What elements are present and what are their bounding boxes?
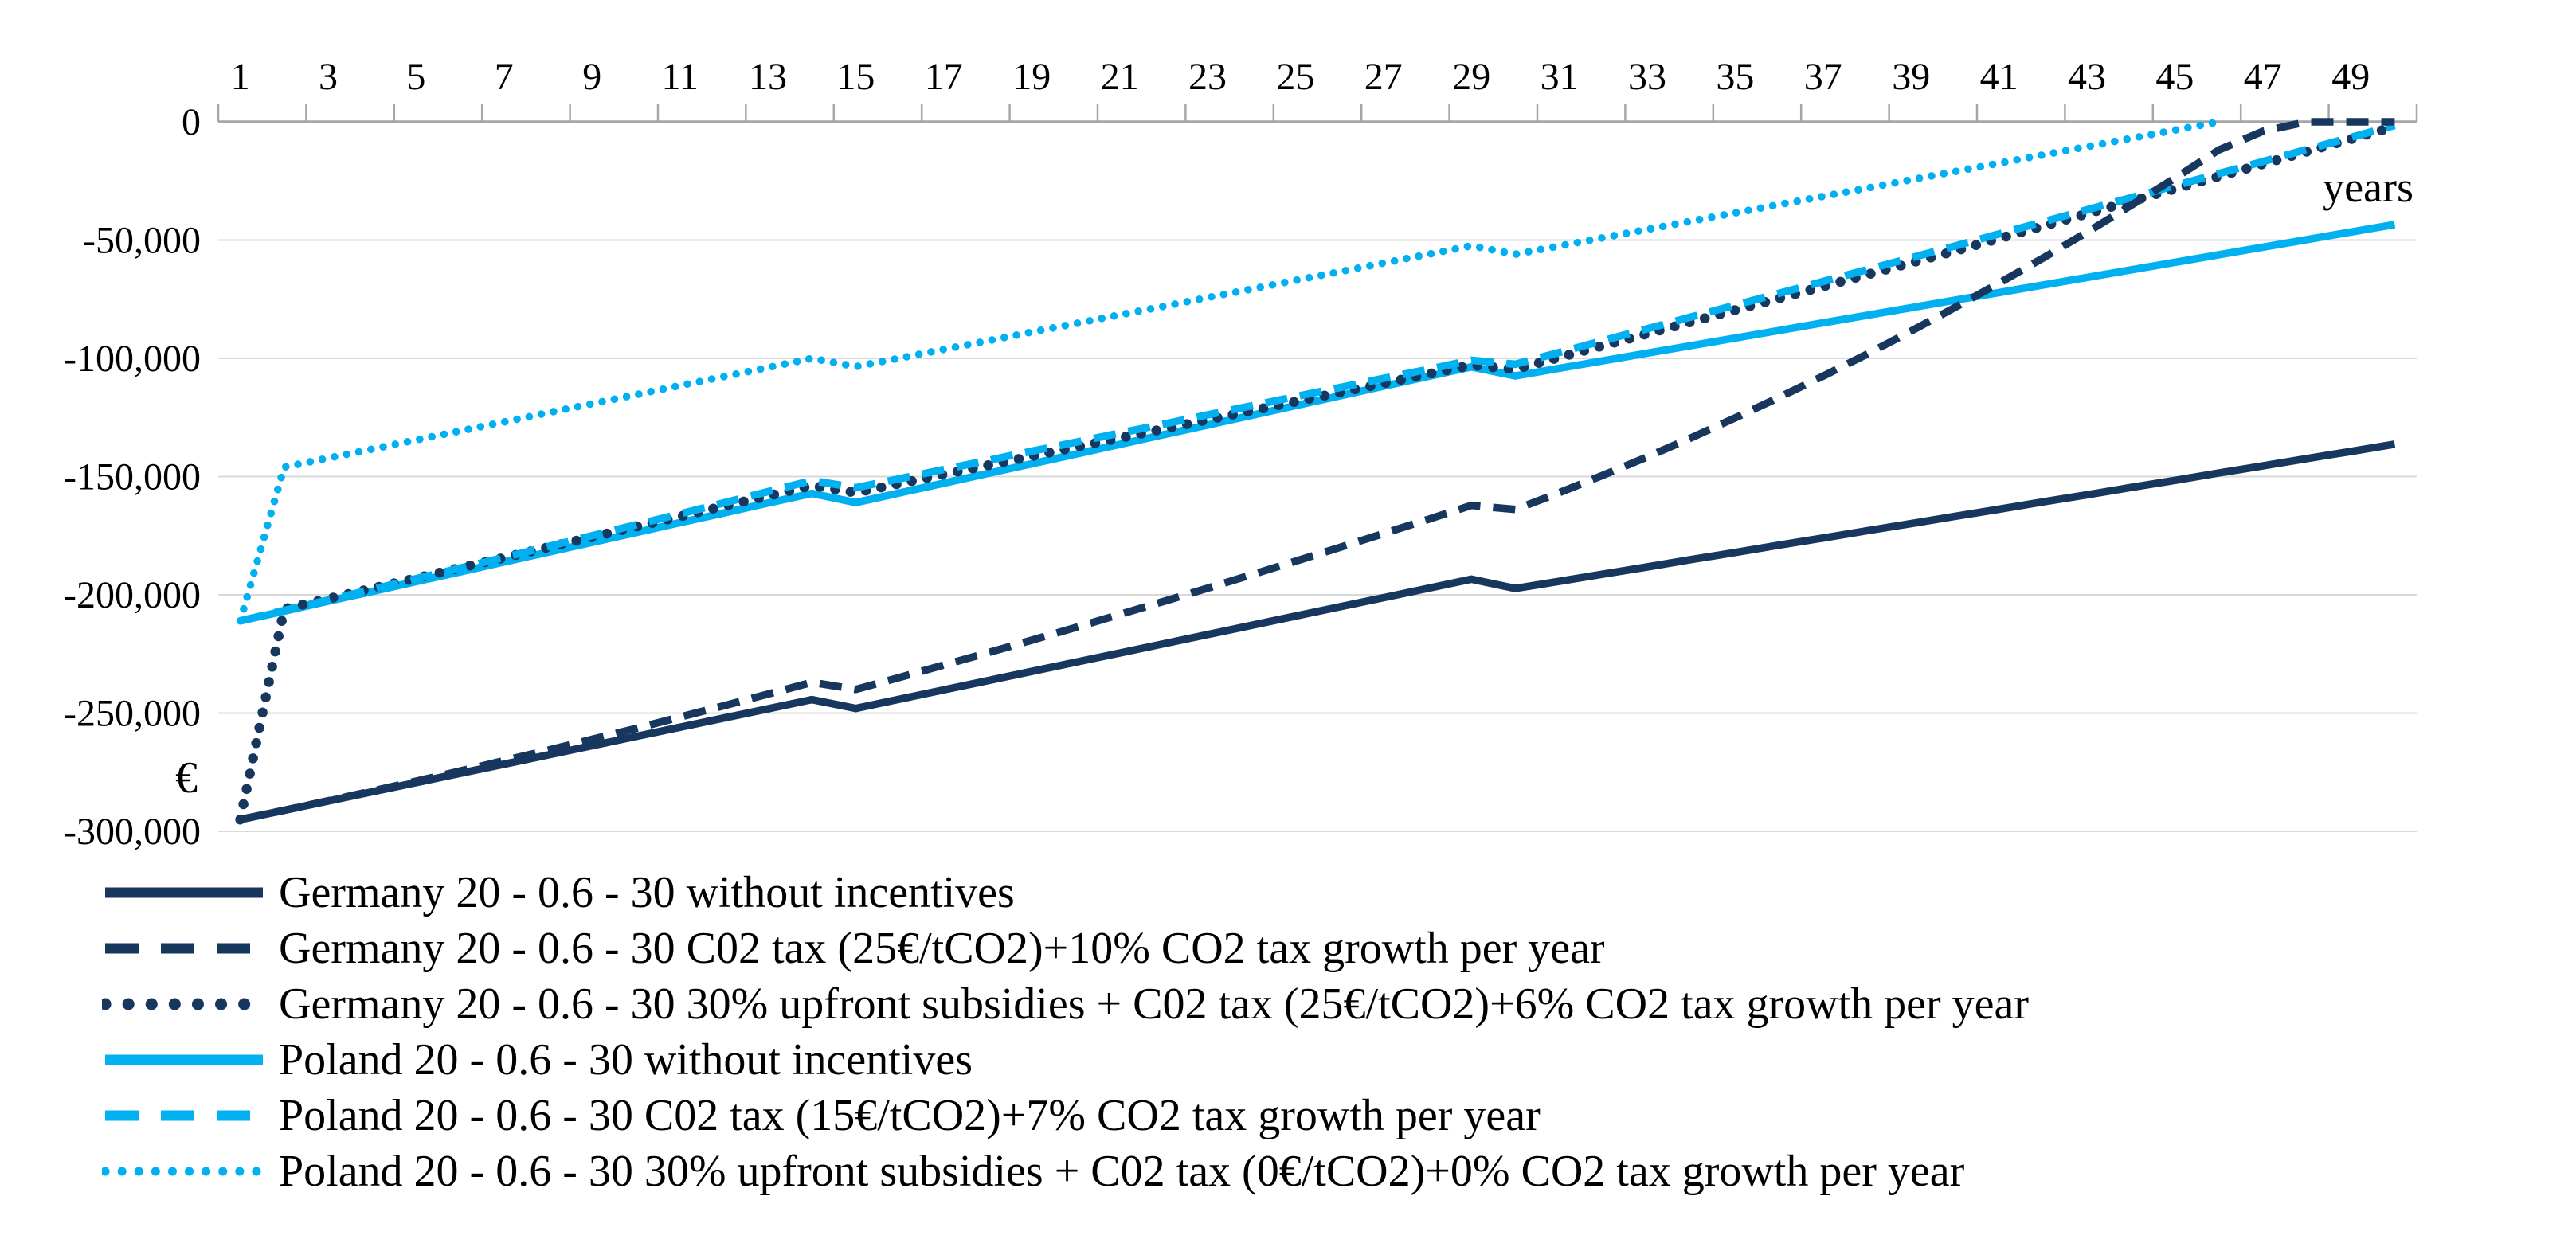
svg-text:49: 49 bbox=[2331, 56, 2370, 98]
svg-text:29: 29 bbox=[1452, 56, 1490, 98]
svg-text:1: 1 bbox=[231, 56, 250, 98]
svg-text:23: 23 bbox=[1188, 56, 1227, 98]
gridlines bbox=[218, 239, 2417, 832]
legend-item-poland-no-incentives: Poland 20 - 0.6 - 30 without incentives bbox=[102, 1032, 2029, 1088]
svg-text:13: 13 bbox=[749, 56, 787, 98]
svg-text:21: 21 bbox=[1101, 56, 1139, 98]
series-line-4 bbox=[239, 121, 2396, 625]
svg-text:-250,000: -250,000 bbox=[64, 693, 201, 735]
legend-label: Germany 20 - 0.6 - 30 C02 tax (25€/tCO2)… bbox=[279, 924, 1605, 973]
svg-text:7: 7 bbox=[495, 56, 514, 98]
legend-label: Poland 20 - 0.6 - 30 30% upfront subsidi… bbox=[279, 1147, 1965, 1196]
svg-text:47: 47 bbox=[2244, 56, 2282, 98]
series-line-0 bbox=[239, 440, 2396, 823]
x-axis-labels: 1 3 5 7 9 11 13 15 17 19 21 23 25 27 29 31 33 35 37 39 41 43 4… bbox=[231, 56, 2370, 98]
svg-text:19: 19 bbox=[1012, 56, 1051, 98]
y-axis-labels: 0 -50,000 -100,000 -150,000 -200,000 -250,000… bbox=[64, 101, 201, 853]
svg-text:9: 9 bbox=[582, 56, 601, 98]
svg-text:35: 35 bbox=[1716, 56, 1754, 98]
legend-item-germany-subsidies-co2-tax: Germany 20 - 0.6 - 30 30% upfront subsid… bbox=[102, 976, 2029, 1032]
legend-item-poland-subsidies: Poland 20 - 0.6 - 30 30% upfront subsidi… bbox=[102, 1143, 2029, 1199]
legend-item-germany-no-incentives: Germany 20 - 0.6 - 30 without incentives bbox=[102, 865, 2029, 921]
legend-label: Germany 20 - 0.6 - 30 without incentives bbox=[279, 868, 1015, 917]
svg-text:-150,000: -150,000 bbox=[64, 456, 201, 498]
svg-text:37: 37 bbox=[1804, 56, 1842, 98]
legend-swatch-poland-dashed bbox=[105, 1110, 263, 1121]
svg-text:17: 17 bbox=[925, 56, 963, 98]
svg-text:-200,000: -200,000 bbox=[64, 574, 201, 616]
svg-text:0: 0 bbox=[182, 101, 201, 143]
chart-legend: Germany 20 - 0.6 - 30 without incentives… bbox=[102, 865, 2029, 1199]
legend-item-poland-co2-tax: Poland 20 - 0.6 - 30 C02 tax (15€/tCO2)+… bbox=[102, 1088, 2029, 1143]
svg-text:43: 43 bbox=[2068, 56, 2106, 98]
svg-text:39: 39 bbox=[1892, 56, 1930, 98]
svg-text:27: 27 bbox=[1364, 56, 1403, 98]
legend-swatch-poland-solid bbox=[105, 1054, 263, 1065]
svg-text:41: 41 bbox=[1980, 56, 2018, 98]
legend-label: Germany 20 - 0.6 - 30 30% upfront subsid… bbox=[279, 979, 2030, 1029]
svg-text:25: 25 bbox=[1276, 56, 1314, 98]
legend-label: Poland 20 - 0.6 - 30 without incentives bbox=[279, 1035, 973, 1085]
legend-swatch-germany-dotted bbox=[102, 998, 266, 1010]
svg-text:-50,000: -50,000 bbox=[83, 220, 201, 262]
legend-swatch-poland-dotted bbox=[102, 1167, 266, 1176]
legend-swatch-germany-solid bbox=[105, 887, 263, 898]
svg-text:33: 33 bbox=[1628, 56, 1666, 98]
svg-text:5: 5 bbox=[406, 56, 425, 98]
y-axis-unit-label: € bbox=[175, 753, 198, 803]
x-axis bbox=[217, 104, 2418, 123]
svg-text:15: 15 bbox=[836, 56, 875, 98]
series-line-5 bbox=[236, 118, 2223, 625]
svg-text:-100,000: -100,000 bbox=[64, 338, 201, 380]
legend-item-germany-co2-tax: Germany 20 - 0.6 - 30 C02 tax (25€/tCO2)… bbox=[102, 921, 2029, 976]
svg-text:3: 3 bbox=[319, 56, 338, 98]
x-axis-unit-label: years bbox=[2323, 163, 2414, 211]
svg-text:11: 11 bbox=[661, 56, 698, 98]
svg-text:-300,000: -300,000 bbox=[64, 811, 201, 853]
series-line-2 bbox=[235, 121, 2400, 825]
legend-label: Poland 20 - 0.6 - 30 C02 tax (15€/tCO2)+… bbox=[279, 1091, 1541, 1140]
series-lines bbox=[235, 118, 2400, 825]
series-line-1 bbox=[239, 118, 2395, 823]
legend-swatch-germany-dashed bbox=[105, 943, 263, 954]
series-line-3 bbox=[239, 221, 2396, 625]
svg-text:31: 31 bbox=[1541, 56, 1579, 98]
svg-text:45: 45 bbox=[2155, 56, 2194, 98]
